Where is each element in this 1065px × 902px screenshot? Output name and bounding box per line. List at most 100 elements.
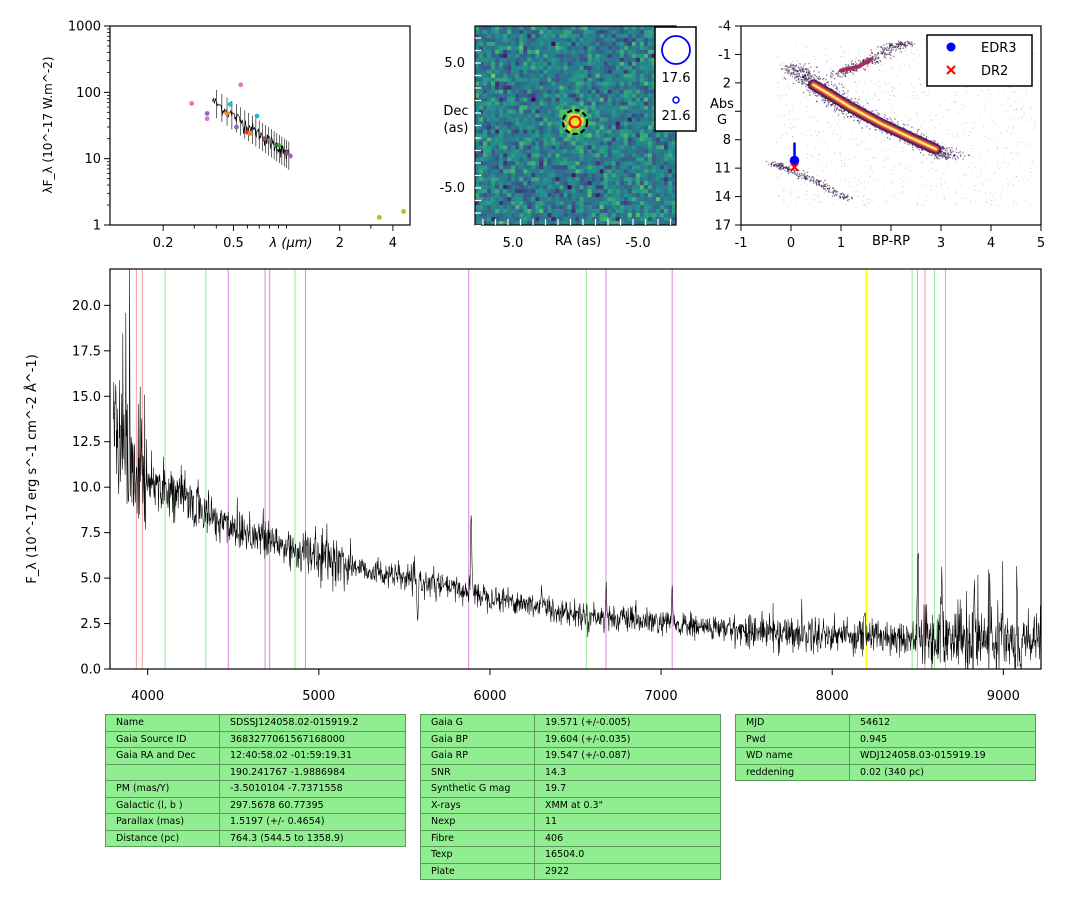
- hr-x-tick-label: 0: [787, 236, 795, 251]
- cutout-legend-small-ring: [672, 96, 680, 104]
- info-table-middle-value: XMM at 0.3": [534, 796, 721, 814]
- sed-plot-area: [189, 82, 407, 220]
- info-table-left-value: 12:40:58.02 -01:59:19.31: [219, 747, 406, 765]
- spectrum-frame: [109, 268, 1042, 670]
- cutout-y-axis-label-unit: (as): [444, 121, 469, 136]
- sed-y-tick-label: 100: [76, 86, 101, 101]
- info-table-left-row: Distance (pc) 764.3 (544.5 to 1358.9): [105, 829, 406, 847]
- info-table-left-value: 190.241767 -1.9886984: [219, 763, 406, 781]
- info-table-left-key: Galactic (l, b ): [105, 796, 220, 814]
- hr-legend-edr3-marker: [946, 42, 956, 52]
- info-table-left-row: PM (mas/Y) -3.5010104 -7.7371558: [105, 780, 406, 798]
- info-table-middle-value: 14.3: [534, 763, 721, 781]
- info-table-middle-key: Texp: [420, 846, 535, 864]
- sed-photometry-point: [287, 153, 293, 159]
- spectrum-y-tick-label: 0.0: [80, 663, 101, 678]
- cutout-red-marker: [568, 115, 582, 129]
- sed-model-spectrum: [212, 98, 291, 160]
- info-table-middle-row: Plate 2922: [420, 862, 721, 880]
- cutout-x-axis-label: RA (as): [555, 234, 601, 249]
- cutout-legend-label-faint: 21.6: [662, 109, 691, 124]
- info-table-left-key: Gaia RA and Dec: [105, 747, 220, 765]
- info-table-middle-row: X-rays XMM at 0.3": [420, 796, 721, 814]
- hr-legend-edr3-label: EDR3: [981, 41, 1017, 56]
- hr-x-tick-label: 5: [1037, 236, 1045, 251]
- hr-legend-dr2-label: DR2: [981, 64, 1008, 79]
- info-table-middle-row: Nexp 11: [420, 813, 721, 831]
- info-table-left-value: SDSSJ124058.02-015919.2: [219, 714, 406, 732]
- hr-y-tick-label: -4: [718, 20, 731, 35]
- spectrum-line: [113, 269, 1041, 669]
- sed-photometry-point: [262, 136, 267, 142]
- info-table-middle-key: Gaia RP: [420, 747, 535, 765]
- hr-x-tick-label: -1: [735, 236, 748, 251]
- info-table-middle-row: Fibre 406: [420, 829, 721, 847]
- spectrum-y-tick-label: 7.5: [80, 526, 101, 541]
- sed-x-tick-label: 2: [336, 236, 344, 251]
- hr-main-sequence-band: [812, 83, 937, 151]
- info-table-left-key: [105, 763, 220, 781]
- hr-x-tick-label: 1: [837, 236, 845, 251]
- spectrum-x-tick-label: 8000: [816, 689, 849, 704]
- info-table-middle-value: 19.571 (+/-0.005): [534, 714, 721, 732]
- hr-legend-dr2-marker: [946, 65, 956, 75]
- info-table-left-row: Galactic (l, b ) 297.5678 60.77395: [105, 796, 406, 814]
- hr-x-axis-label: BP-RP: [872, 234, 910, 249]
- info-table-left-row: Parallax (mas) 1.5197 (+/- 0.4654): [105, 813, 406, 831]
- sed-y-tick-label: 1000: [68, 20, 101, 35]
- info-table-left-key: Name: [105, 714, 220, 732]
- hr-y-tick-label: 11: [714, 162, 731, 177]
- info-table-right-row: reddening 0.02 (340 pc): [735, 763, 1036, 781]
- cutout-image: [475, 26, 677, 226]
- spectrum-y-tick-label: 17.5: [72, 344, 101, 359]
- info-table-right-key: reddening: [735, 763, 850, 781]
- info-table-right-row: MJD 54612: [735, 714, 1036, 732]
- info-table-middle-key: Synthetic G mag: [420, 780, 535, 798]
- info-table-right-key: WD name: [735, 747, 850, 765]
- sed-x-tick-label: 0.2: [153, 236, 174, 251]
- info-table-middle-key: Gaia G: [420, 714, 535, 732]
- info-table-middle-key: X-rays: [420, 796, 535, 814]
- spectrum-x-tick-label: 5000: [302, 689, 335, 704]
- cutout-y-tick-label: -5.0: [440, 181, 465, 196]
- info-table-middle-value: 2922: [534, 862, 721, 880]
- sed-photometry-point: [234, 124, 239, 130]
- sed-x-tick-label: 4: [389, 236, 397, 251]
- hr-y-axis-label-2: G: [717, 113, 727, 128]
- info-table-right-value: 0.02 (340 pc): [849, 763, 1036, 781]
- info-table-middle-value: 19.604 (+/-0.035): [534, 730, 721, 748]
- sed-x-tick-label: 0.5: [223, 236, 244, 251]
- info-table-middle-key: Nexp: [420, 813, 535, 831]
- info-table-middle-row: Gaia G 19.571 (+/-0.005): [420, 714, 721, 732]
- hr-edr3-marker: [789, 155, 800, 166]
- cutout-x-tick-label: 5.0: [503, 236, 524, 251]
- info-table-middle-row: Texp 16504.0: [420, 846, 721, 864]
- hr-y-tick-label: 8: [723, 133, 731, 148]
- info-table-right-row: WD name WDJ124058.03-015919.19: [735, 747, 1036, 765]
- hr-dr2-marker: [790, 162, 799, 172]
- sed-photometry-point: [247, 131, 253, 136]
- info-table-right-key: MJD: [735, 714, 850, 732]
- sed-frame: [109, 25, 411, 226]
- info-table-left-value: 764.3 (544.5 to 1358.9): [219, 829, 406, 847]
- info-table-middle-value: 406: [534, 829, 721, 847]
- info-table-middle-key: SNR: [420, 763, 535, 781]
- hr-y-tick-label: 17: [714, 219, 731, 234]
- spectrum-y-tick-label: 2.5: [80, 617, 101, 632]
- info-table-middle-row: SNR 14.3: [420, 763, 721, 781]
- info-table-left-value: 3683277061567168000: [219, 730, 406, 748]
- info-table-right: MJD 54612 Pwd 0.945 WD name WDJ124058.03-0159…: [735, 714, 1036, 781]
- info-table-middle-row: Synthetic G mag 19.7: [420, 780, 721, 798]
- spectrum-y-tick-label: 15.0: [72, 390, 101, 405]
- info-table-right-row: Pwd 0.945: [735, 730, 1036, 748]
- info-table-right-value: WDJ124058.03-015919.19: [849, 747, 1036, 765]
- spectrum-x-tick-label: 6000: [473, 689, 506, 704]
- sed-photometry-point: [401, 209, 407, 214]
- spectrum-x-tick-label: 7000: [645, 689, 678, 704]
- cutout-x-tick-label: -5.0: [625, 236, 650, 251]
- hr-y-axis-label: Abs: [710, 97, 734, 112]
- info-table-left-row: Gaia Source ID 3683277061567168000: [105, 730, 406, 748]
- info-table-left-key: Gaia Source ID: [105, 730, 220, 748]
- info-table-left-row: Gaia RA and Dec 12:40:58.02 -01:59:19.31: [105, 747, 406, 765]
